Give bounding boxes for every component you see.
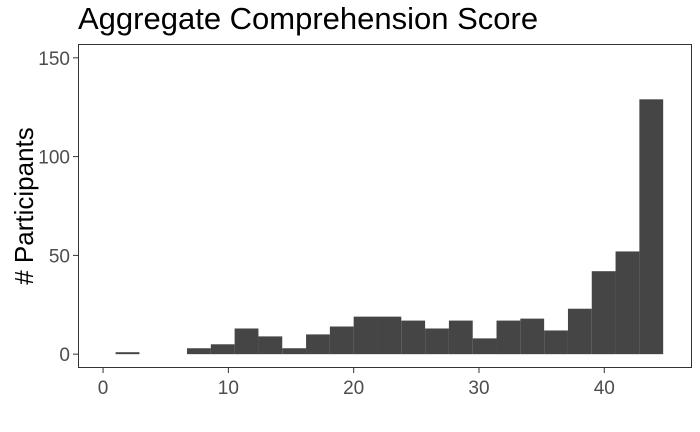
histogram-bar xyxy=(496,320,521,355)
histogram-bars xyxy=(115,99,664,355)
histogram-bar xyxy=(472,338,497,355)
y-axis: 0 50 100 150 xyxy=(38,49,78,366)
x-tick-label: 20 xyxy=(343,378,364,399)
x-tick-label: 40 xyxy=(594,378,615,399)
y-axis-title: # Participants xyxy=(9,127,39,285)
histogram-bar xyxy=(377,316,402,355)
histogram-bar xyxy=(306,334,330,355)
histogram-bar xyxy=(115,352,140,355)
y-tick-label: 0 xyxy=(59,345,70,366)
y-tick-label: 100 xyxy=(38,148,70,169)
y-tick-label: 50 xyxy=(49,246,70,267)
histogram-bar xyxy=(258,336,283,355)
histogram-bar xyxy=(187,348,211,355)
x-tick-label: 30 xyxy=(468,378,489,399)
histogram-bar xyxy=(210,344,235,355)
x-tick-label: 10 xyxy=(218,378,239,399)
histogram-bar xyxy=(282,348,307,355)
histogram-bar xyxy=(448,320,473,355)
histogram-bar xyxy=(401,320,426,355)
histogram-bar xyxy=(234,328,259,355)
histogram-bar xyxy=(639,99,664,355)
histogram-bar xyxy=(567,308,592,355)
y-tick-label: 150 xyxy=(38,49,70,70)
histogram-bar xyxy=(329,326,354,355)
histogram-bar xyxy=(615,251,640,355)
histogram-bar xyxy=(520,318,545,355)
histogram-bar xyxy=(353,316,378,355)
histogram-bar xyxy=(425,328,449,355)
histogram-bar xyxy=(591,271,616,355)
histogram-bar xyxy=(544,330,568,355)
x-axis: 0 10 20 30 40 xyxy=(98,368,615,399)
x-tick-label: 0 xyxy=(98,378,109,399)
chart-title: Aggregate Comprehension Score xyxy=(78,1,539,36)
